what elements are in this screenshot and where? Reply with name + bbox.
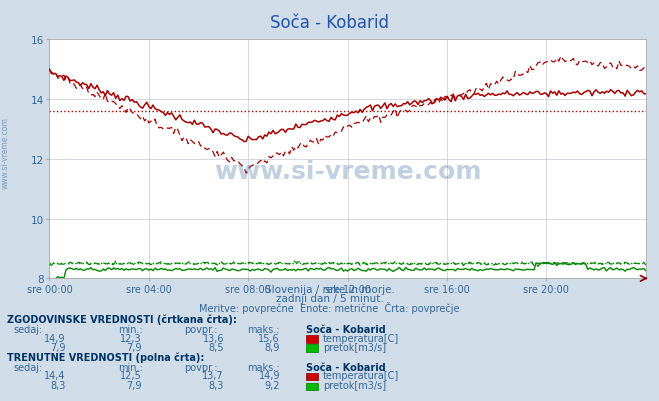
Text: 14,4: 14,4 [44, 371, 66, 381]
Text: 12,3: 12,3 [120, 333, 142, 343]
Text: temperatura[C]: temperatura[C] [323, 371, 399, 381]
Text: 8,3: 8,3 [209, 380, 224, 390]
Text: povpr.:: povpr.: [185, 362, 218, 372]
Text: Soča - Kobarid: Soča - Kobarid [306, 362, 386, 372]
Text: 7,9: 7,9 [126, 380, 142, 390]
Text: TRENUTNE VREDNOSTI (polna črta):: TRENUTNE VREDNOSTI (polna črta): [7, 351, 204, 362]
Text: min.:: min.: [119, 324, 144, 334]
Text: 12,5: 12,5 [120, 371, 142, 381]
Text: Meritve: povprečne  Enote: metrične  Črta: povprečje: Meritve: povprečne Enote: metrične Črta:… [199, 301, 460, 313]
Text: 8,5: 8,5 [208, 342, 224, 352]
Text: 15,6: 15,6 [258, 333, 280, 343]
Text: pretok[m3/s]: pretok[m3/s] [323, 380, 386, 390]
Text: Soča - Kobarid: Soča - Kobarid [306, 324, 386, 334]
Text: min.:: min.: [119, 362, 144, 372]
Text: maks.:: maks.: [247, 362, 279, 372]
Text: sedaj:: sedaj: [13, 362, 42, 372]
Text: Soča - Kobarid: Soča - Kobarid [270, 14, 389, 32]
Text: www.si-vreme.com: www.si-vreme.com [214, 159, 481, 183]
Text: 13,6: 13,6 [202, 333, 224, 343]
Text: sedaj:: sedaj: [13, 324, 42, 334]
Text: 14,9: 14,9 [258, 371, 280, 381]
Text: povpr.:: povpr.: [185, 324, 218, 334]
Text: 7,9: 7,9 [126, 342, 142, 352]
Text: 8,9: 8,9 [265, 342, 280, 352]
Text: temperatura[C]: temperatura[C] [323, 333, 399, 343]
Text: 9,2: 9,2 [264, 380, 280, 390]
Text: ZGODOVINSKE VREDNOSTI (črtkana črta):: ZGODOVINSKE VREDNOSTI (črtkana črta): [7, 314, 237, 324]
Text: 14,9: 14,9 [44, 333, 66, 343]
Text: 13,7: 13,7 [202, 371, 224, 381]
Text: maks.:: maks.: [247, 324, 279, 334]
Text: www.si-vreme.com: www.si-vreme.com [1, 117, 10, 188]
Text: Slovenija / reke in morje.: Slovenija / reke in morje. [264, 284, 395, 294]
Text: 7,9: 7,9 [50, 342, 66, 352]
Text: zadnji dan / 5 minut.: zadnji dan / 5 minut. [275, 294, 384, 304]
Text: pretok[m3/s]: pretok[m3/s] [323, 342, 386, 352]
Text: 8,3: 8,3 [51, 380, 66, 390]
